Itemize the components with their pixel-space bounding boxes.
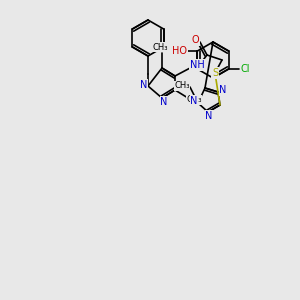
Text: N: N <box>140 80 148 90</box>
Text: N: N <box>160 97 168 107</box>
Text: O: O <box>191 35 199 45</box>
Text: CH₃: CH₃ <box>152 43 168 52</box>
Text: CH₃: CH₃ <box>186 95 202 104</box>
Text: N: N <box>205 111 213 121</box>
Text: CH₃: CH₃ <box>174 82 190 91</box>
Text: N: N <box>219 85 227 95</box>
Text: S: S <box>212 68 218 78</box>
Text: NH: NH <box>190 60 204 70</box>
Text: HO: HO <box>172 46 187 56</box>
Text: Cl: Cl <box>241 64 250 74</box>
Text: N: N <box>190 96 198 106</box>
